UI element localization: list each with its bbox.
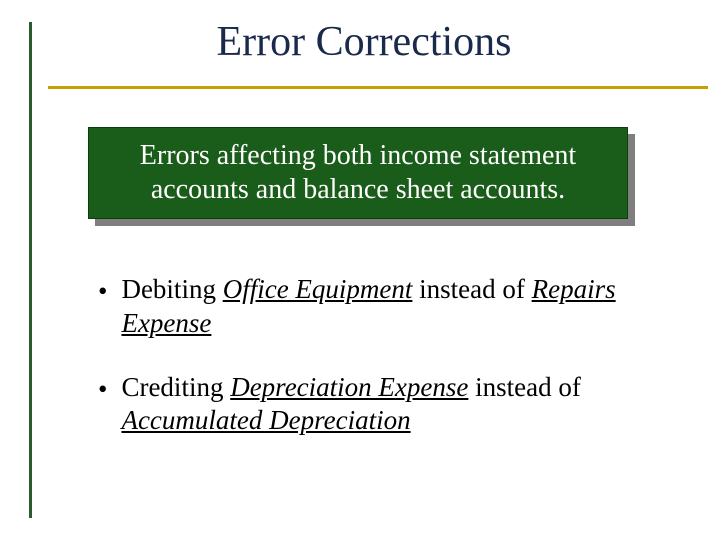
bullet-list: • Debiting Office Equipment instead of R… — [98, 273, 660, 438]
callout-text: Errors affecting both income statement a… — [109, 139, 607, 206]
callout-content: Errors affecting both income statement a… — [88, 127, 628, 219]
bullet-text: Debiting Office Equipment instead of Rep… — [121, 273, 660, 341]
callout-box: Errors affecting both income statement a… — [88, 127, 628, 219]
text-run: instead of — [412, 274, 531, 304]
accent-bar — [29, 22, 32, 518]
slide: Error Corrections Errors affecting both … — [0, 0, 720, 540]
title-underline — [48, 86, 708, 89]
slide-title: Error Corrections — [48, 0, 720, 76]
text-emphasis: Accumulated Depreciation — [121, 405, 410, 435]
text-emphasis: Office Equipment — [223, 274, 413, 304]
list-item: • Debiting Office Equipment instead of R… — [98, 273, 660, 341]
text-run: Debiting — [121, 274, 222, 304]
bullet-icon: • — [98, 275, 107, 309]
bullet-text: Crediting Depreciation Expense instead o… — [121, 371, 660, 439]
text-run: Crediting — [121, 372, 230, 402]
bullet-icon: • — [98, 373, 107, 407]
text-emphasis: Depreciation Expense — [230, 372, 468, 402]
text-run: instead of — [468, 372, 580, 402]
list-item: • Crediting Depreciation Expense instead… — [98, 371, 660, 439]
